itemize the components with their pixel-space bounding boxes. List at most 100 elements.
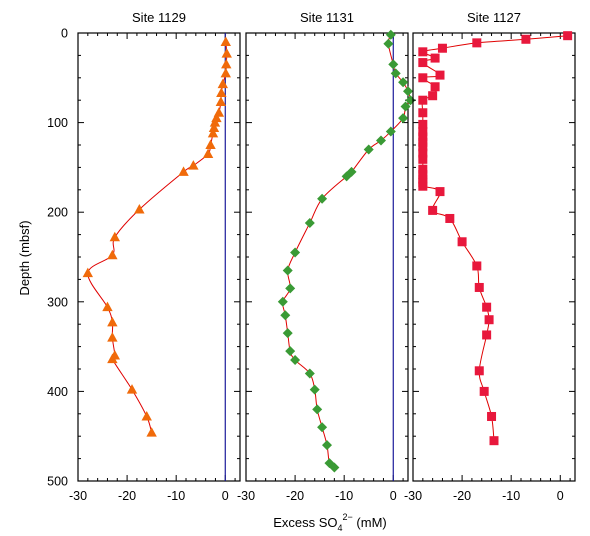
data-point-diamond bbox=[329, 462, 340, 473]
data-point-triangle bbox=[220, 67, 231, 78]
x-axis-label-subscript: 4 bbox=[338, 523, 343, 533]
data-point-square bbox=[428, 91, 438, 101]
data-point-diamond bbox=[398, 77, 409, 88]
data-point-diamond bbox=[398, 113, 409, 124]
data-point-diamond bbox=[400, 101, 411, 112]
data-point-square bbox=[418, 164, 428, 174]
data-point-triangle bbox=[221, 48, 232, 58]
data-point-diamond bbox=[304, 368, 315, 379]
data-point-diamond bbox=[390, 68, 401, 79]
data-point-diamond bbox=[376, 135, 386, 146]
x-axis-label-superscript: 2− bbox=[343, 512, 353, 522]
data-point-square bbox=[472, 261, 482, 271]
data-point-square bbox=[418, 181, 428, 191]
data-point-triangle bbox=[188, 160, 199, 170]
data-point-square bbox=[435, 187, 445, 197]
x-tick-label: 0 bbox=[222, 489, 229, 503]
data-point-square bbox=[489, 436, 499, 446]
data-point-triangle bbox=[141, 410, 152, 421]
x-tick-label: -20 bbox=[453, 489, 471, 503]
data-point-square bbox=[482, 330, 492, 340]
x-tick-label: -30 bbox=[69, 489, 87, 503]
x-tick-label: 0 bbox=[390, 489, 397, 503]
panel-1: Site 1129 -30 -20 -10 0 0 100 200 300 400 500 bbox=[47, 10, 241, 503]
data-point-diamond bbox=[341, 171, 352, 182]
data-point-diamond bbox=[277, 296, 288, 307]
panels: Site 1129-30 -20 -10 00100200300400500Site … bbox=[47, 10, 576, 503]
data-point-square bbox=[457, 237, 467, 247]
x-tick-label: 0 bbox=[557, 489, 564, 503]
data-point-triangle bbox=[215, 96, 227, 106]
y-axis-label: Depth (mbsf) bbox=[17, 220, 32, 295]
data-point-square bbox=[484, 315, 494, 325]
x-tick-label: -30 bbox=[237, 489, 255, 503]
data-point-square bbox=[472, 38, 482, 48]
data-point-square bbox=[482, 302, 492, 312]
x-tick-label: -20 bbox=[286, 489, 304, 503]
data-point-diamond bbox=[388, 59, 399, 70]
data-point-square bbox=[418, 127, 428, 137]
data-point-triangle bbox=[205, 139, 216, 149]
data-point-square bbox=[487, 411, 497, 421]
data-point-diamond bbox=[304, 217, 315, 228]
data-point-triangle bbox=[209, 117, 221, 127]
data-point-triangle bbox=[109, 231, 121, 242]
data-point-triangle bbox=[217, 78, 229, 89]
data-point-square bbox=[474, 366, 484, 376]
data-point-diamond bbox=[383, 38, 394, 49]
data-point-triangle bbox=[208, 122, 220, 132]
data-point-diamond bbox=[309, 384, 320, 395]
data-point-square bbox=[479, 386, 489, 396]
data-point-diamond bbox=[317, 422, 328, 433]
data-point-triangle bbox=[107, 249, 118, 260]
data-point-triangle bbox=[207, 127, 219, 138]
data-point-triangle bbox=[220, 36, 231, 46]
panel-3: Site 1127 -30 -20 -10 0 bbox=[404, 10, 576, 503]
data-point-diamond bbox=[322, 440, 332, 451]
data-point-diamond bbox=[290, 247, 301, 258]
data-point-diamond bbox=[363, 144, 374, 155]
y-tick-label: 300 bbox=[47, 295, 68, 309]
data-point-diamond bbox=[385, 126, 396, 137]
data-point-square bbox=[435, 70, 445, 80]
data-point-square bbox=[430, 82, 440, 92]
y-tick-label: 400 bbox=[47, 385, 68, 399]
data-point-square bbox=[418, 119, 428, 129]
data-point-square bbox=[418, 132, 428, 142]
data-point-triangle bbox=[107, 316, 118, 327]
panel-title: Site 1131 bbox=[300, 10, 354, 25]
x-axis-label: Excess SO42− (mM) bbox=[273, 512, 387, 533]
fitted-curve bbox=[282, 34, 412, 468]
panel-frame bbox=[245, 32, 409, 482]
data-point-square bbox=[563, 31, 573, 41]
y-tick-label: 500 bbox=[47, 475, 68, 489]
y-tick-label: 100 bbox=[47, 116, 68, 130]
data-point-square bbox=[437, 43, 447, 53]
data-point-triangle bbox=[134, 204, 145, 214]
data-point-square bbox=[474, 282, 484, 292]
data-point-diamond bbox=[290, 355, 301, 366]
data-point-square bbox=[418, 95, 428, 105]
data-point-triangle bbox=[216, 87, 227, 98]
data-point-square bbox=[445, 213, 455, 223]
data-point-square bbox=[418, 154, 428, 164]
panel-frame bbox=[77, 32, 241, 482]
fitted-curve bbox=[421, 35, 568, 441]
data-point-diamond bbox=[285, 283, 296, 294]
y-tick-label: 0 bbox=[61, 27, 68, 41]
data-point-triangle bbox=[107, 353, 118, 364]
x-tick-label: -10 bbox=[502, 489, 520, 503]
x-tick-label: -10 bbox=[167, 489, 185, 503]
x-tick-label: -10 bbox=[335, 489, 353, 503]
data-point-diamond bbox=[282, 265, 293, 276]
data-point-triangle bbox=[202, 148, 214, 158]
data-point-square bbox=[418, 148, 428, 158]
data-point-triangle bbox=[146, 427, 157, 437]
data-point-triangle bbox=[107, 332, 118, 342]
data-point-triangle bbox=[82, 267, 94, 278]
data-point-square bbox=[418, 142, 428, 152]
data-point-diamond bbox=[403, 86, 413, 97]
fitted-curve bbox=[87, 41, 228, 433]
data-point-diamond bbox=[280, 310, 291, 321]
data-point-square bbox=[418, 47, 428, 57]
